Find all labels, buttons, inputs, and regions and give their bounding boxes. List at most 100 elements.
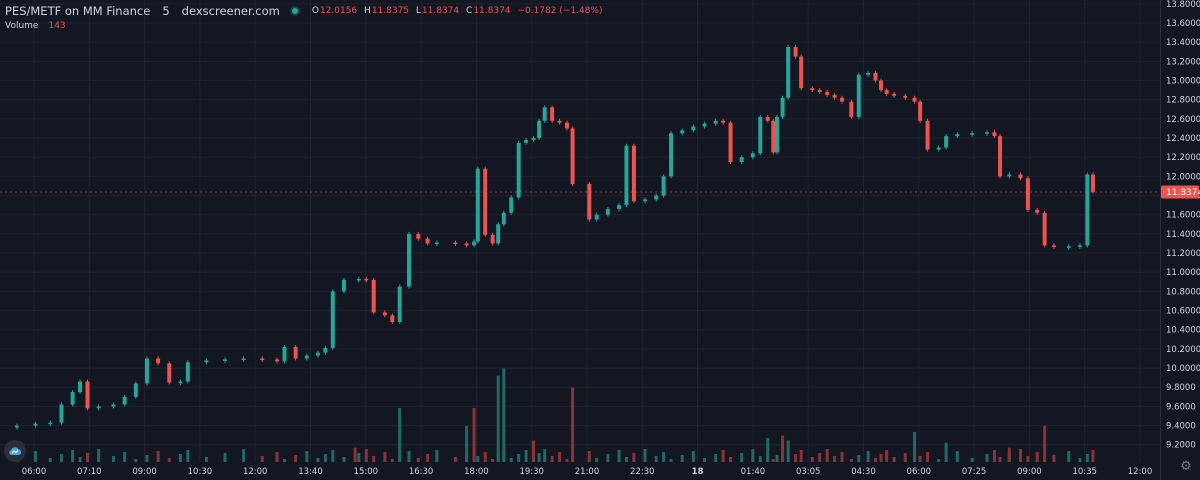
volume-bar [275, 452, 279, 462]
volume-bar [926, 452, 930, 462]
x-tick-label: 06:00 [907, 467, 932, 477]
volume-bar [78, 457, 82, 462]
volume-bar [476, 456, 480, 462]
grid [0, 0, 1160, 462]
candle-up [624, 145, 629, 206]
candle-down [453, 242, 458, 245]
x-tick-label: 18 [692, 467, 704, 477]
open-value: 12.0156 [319, 5, 358, 16]
candle-down [1051, 245, 1056, 247]
volume-bar [483, 452, 487, 462]
volume-bar [134, 459, 138, 462]
volume-bar [97, 449, 101, 462]
volume-bar [751, 449, 755, 462]
volume-bar [1026, 456, 1030, 462]
volume-bar [918, 456, 922, 462]
change-value: −0.1782 (−1.48%) [517, 5, 603, 16]
candle-up [496, 224, 501, 244]
candle-down [371, 279, 376, 313]
cloud-icon [9, 447, 22, 455]
y-axis: 13.8000 13.6000 13.4000 13.2000 13.0000 12.80… [1160, 0, 1200, 480]
candle-up [713, 120, 718, 124]
volume-bar [606, 454, 610, 462]
x-tick-label: 12:00 [243, 467, 268, 477]
y-tick-label: 10.2000 [1166, 345, 1200, 355]
candle-up [111, 404, 116, 407]
candle-up [330, 291, 335, 348]
volume-value: 143 [48, 20, 66, 31]
volume-bar [1085, 454, 1089, 462]
volume-bar [407, 451, 411, 462]
candle-up [537, 120, 542, 139]
y-tick-label: 9.8000 [1166, 383, 1196, 393]
candle-up [241, 358, 246, 360]
x-tick-label: 18:00 [464, 467, 489, 477]
candle-down [992, 132, 997, 137]
volume-bar [714, 454, 718, 462]
symbol-title[interactable]: PES/METF on MM Finance [5, 3, 151, 18]
volume-bar [524, 450, 528, 462]
candle-down [1035, 209, 1040, 213]
source-label: dexscreener.com [181, 3, 280, 18]
candle-down [1042, 212, 1047, 246]
candle-up [691, 126, 696, 131]
dexscreener-logo-icon[interactable] [4, 440, 26, 462]
candle-down [879, 80, 884, 91]
candle-down [631, 145, 636, 202]
candle-down [587, 184, 592, 220]
volume-bar [818, 453, 822, 462]
x-tick-label: 10:30 [188, 467, 213, 477]
candle-down [925, 120, 930, 150]
volume-bar [970, 458, 974, 462]
y-tick-label: 11.0000 [1166, 268, 1200, 278]
candle-up [1007, 174, 1012, 177]
candle-up [434, 242, 439, 245]
candle-down [156, 358, 161, 364]
candle-up [341, 279, 346, 292]
candle-up [786, 46, 791, 98]
volume-bar [740, 453, 744, 462]
interval-label[interactable]: 5 [162, 3, 170, 18]
x-tick-label: 06:00 [22, 467, 47, 477]
volume-bar [59, 454, 63, 462]
candle-up [531, 138, 536, 140]
y-tick-label: 12.4000 [1166, 134, 1200, 144]
candle-up [14, 425, 19, 428]
candle-down [416, 233, 421, 239]
volume-spike [502, 368, 506, 462]
volume-bar [390, 459, 394, 462]
candle-down [793, 46, 798, 57]
volume-bar [357, 453, 361, 462]
candle-down [1090, 174, 1095, 192]
candle-down [771, 120, 776, 153]
volume-bar [550, 456, 554, 462]
symbol-row: PES/METF on MM Finance 5 dexscreener.com… [5, 3, 606, 18]
high-key: H [364, 5, 371, 16]
gear-icon[interactable]: ⚙ [1180, 459, 1192, 474]
volume-label[interactable]: Volume [5, 20, 39, 31]
candle-up [970, 133, 975, 135]
volume-bar [316, 458, 320, 462]
close-value: 11.8374 [473, 5, 511, 16]
volume-bar [691, 451, 695, 462]
y-tick-label: 13.4000 [1166, 38, 1200, 48]
candle-up [1077, 245, 1082, 247]
x-tick-label: 07:10 [77, 467, 102, 477]
volume-bar [680, 455, 684, 462]
candle-down [918, 101, 923, 121]
volume-bar [654, 456, 658, 462]
volume-bar [426, 454, 430, 462]
candle-up [204, 360, 209, 363]
candle-up [985, 132, 990, 134]
candle-up [122, 396, 127, 405]
candle-down [810, 88, 815, 91]
candle-up [315, 352, 320, 356]
candle-down [728, 122, 733, 162]
volume-bar [342, 457, 346, 462]
volume-bar [624, 457, 628, 462]
candle-up [223, 359, 228, 361]
x-tick-label: 22:30 [630, 467, 655, 477]
volume-bar [775, 455, 779, 462]
